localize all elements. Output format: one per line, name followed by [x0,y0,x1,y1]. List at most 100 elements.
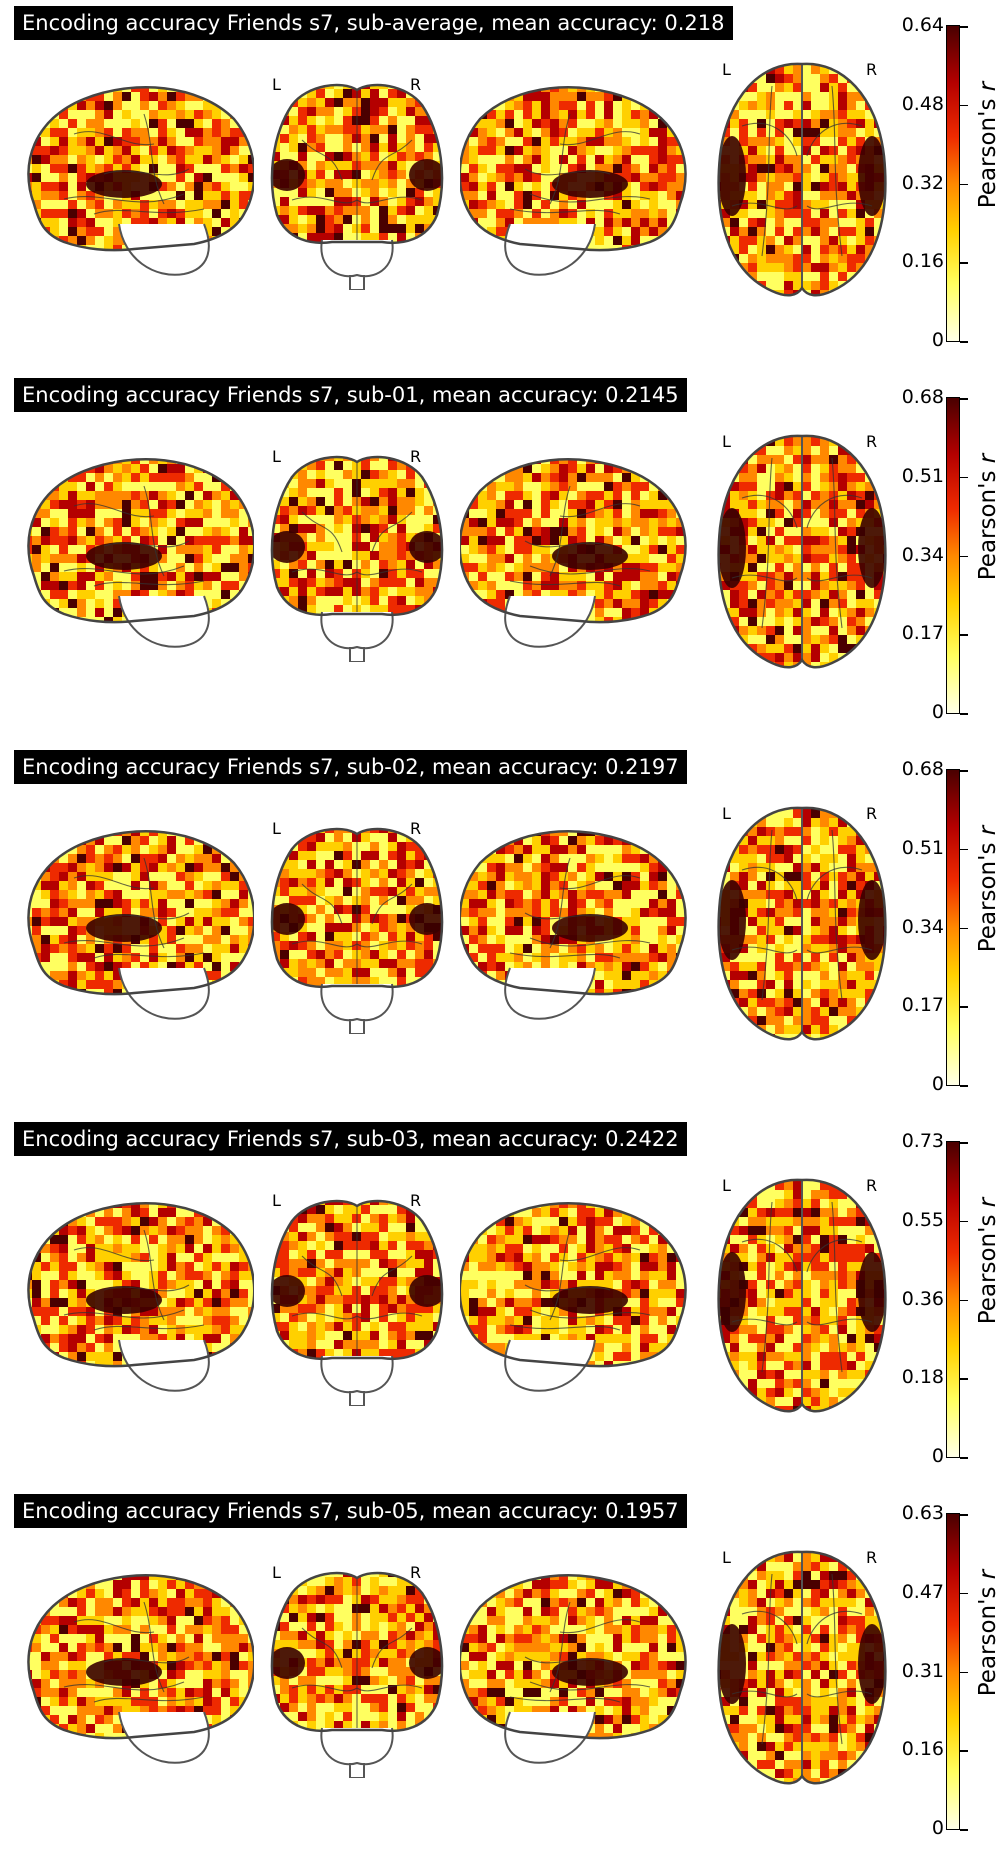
hemisphere-label-right: R [866,804,877,823]
colorbar-tick-label: 0.47 [884,1581,944,1603]
colorbar [946,1513,960,1830]
colorbar-tick [960,1085,968,1087]
right-sagittal-brain [460,818,700,1028]
left-sagittal-brain [14,818,254,1028]
colorbar-tick [960,1221,968,1223]
colorbar-tick [960,713,968,715]
colorbar-tick [960,477,968,479]
colorbar-tick-label: 0.51 [884,837,944,859]
colorbar-label-variable: r [975,82,1001,91]
panel-title: Encoding accuracy Friends s7, sub-02, me… [14,750,687,784]
axial-brain [712,1544,892,1792]
hemisphere-label-right: R [410,1563,421,1582]
colorbar-label: Pearson's r [975,35,1004,255]
colorbar-label-text: Pearson's [975,1215,1001,1325]
colorbar-tick [960,1378,968,1380]
panel-title: Encoding accuracy Friends s7, sub-01, me… [14,378,687,412]
hemisphere-label-right: R [410,1191,421,1210]
colorbar-label: Pearson's r [975,1523,1004,1743]
colorbar-tick-label: 0 [884,1445,944,1467]
axial-brain [712,800,892,1048]
colorbar-tick [960,1300,968,1302]
colorbar-tick [960,1672,968,1674]
colorbar-label: Pearson's r [975,407,1004,627]
colorbar-tick [960,262,968,264]
colorbar-tick-label: 0.18 [884,1366,944,1388]
panel-title: Encoding accuracy Friends s7, sub-averag… [14,6,733,40]
hemisphere-label-left: L [722,60,731,79]
colorbar-tick-label: 0.17 [884,622,944,644]
colorbar-tick-label: 0.68 [884,758,944,780]
colorbar-tick [960,1829,968,1831]
brain-panel: Encoding accuracy Friends s7, sub-05, me… [0,1488,1004,1858]
colorbar-tick [960,105,968,107]
colorbar-tick [960,341,968,343]
hemisphere-label-left: L [722,432,731,451]
coronal-brain [262,824,452,1034]
colorbar-tick [960,1006,968,1008]
left-sagittal-brain [14,1190,254,1400]
colorbar-tick-label: 0.55 [884,1209,944,1231]
coronal-brain [262,80,452,290]
colorbar-tick-label: 0.36 [884,1288,944,1310]
colorbar-tick-label: 0.68 [884,386,944,408]
colorbar-tick-label: 0.17 [884,994,944,1016]
colorbar-tick-label: 0.31 [884,1660,944,1682]
colorbar-label-variable: r [975,1570,1001,1579]
colorbar-label-variable: r [975,454,1001,463]
coronal-brain [262,1568,452,1778]
left-sagittal-brain [14,1562,254,1772]
colorbar-tick [960,184,968,186]
hemisphere-label-right: R [410,75,421,94]
panel-title: Encoding accuracy Friends s7, sub-05, me… [14,1494,687,1528]
colorbar-tick-label: 0 [884,329,944,351]
colorbar-label-variable: r [975,1198,1001,1207]
hemisphere-label-right: R [866,1176,877,1195]
right-sagittal-brain [460,1562,700,1772]
colorbar-tick [960,398,968,400]
hemisphere-label-right: R [866,60,877,79]
hemisphere-label-left: L [272,1191,281,1210]
hemisphere-label-left: L [722,1548,731,1567]
colorbar-label: Pearson's r [975,1151,1004,1371]
colorbar-tick [960,770,968,772]
colorbar-tick [960,1593,968,1595]
left-sagittal-brain [14,446,254,656]
hemisphere-label-left: L [272,819,281,838]
colorbar-label-variable: r [975,826,1001,835]
hemisphere-label-right: R [410,819,421,838]
brain-panel: Encoding accuracy Friends s7, sub-01, me… [0,372,1004,742]
colorbar-tick-label: 0 [884,1817,944,1839]
colorbar-tick [960,928,968,930]
axial-brain [712,56,892,304]
colorbar-label: Pearson's r [975,779,1004,999]
axial-brain [712,428,892,676]
colorbar [946,397,960,714]
hemisphere-label-right: R [866,432,877,451]
colorbar-tick-label: 0.32 [884,172,944,194]
colorbar-tick [960,556,968,558]
colorbar-tick [960,1750,968,1752]
colorbar [946,1141,960,1458]
colorbar-tick-label: 0.34 [884,916,944,938]
colorbar-tick-label: 0.48 [884,93,944,115]
colorbar-tick-label: 0.51 [884,465,944,487]
hemisphere-label-right: R [410,447,421,466]
right-sagittal-brain [460,74,700,284]
colorbar-tick-label: 0.16 [884,250,944,272]
colorbar-tick-label: 0.63 [884,1502,944,1524]
colorbar-tick [960,26,968,28]
hemisphere-label-left: L [272,447,281,466]
colorbar-label-text: Pearson's [975,1587,1001,1697]
hemisphere-label-left: L [272,1563,281,1582]
hemisphere-label-right: R [866,1548,877,1567]
left-sagittal-brain [14,74,254,284]
colorbar-tick-label: 0 [884,1073,944,1095]
hemisphere-label-left: L [272,75,281,94]
hemisphere-label-left: L [722,1176,731,1195]
colorbar-tick [960,1457,968,1459]
axial-brain [712,1172,892,1420]
colorbar-tick-label: 0.16 [884,1738,944,1760]
colorbar-tick-label: 0 [884,701,944,723]
colorbar-tick-label: 0.34 [884,544,944,566]
